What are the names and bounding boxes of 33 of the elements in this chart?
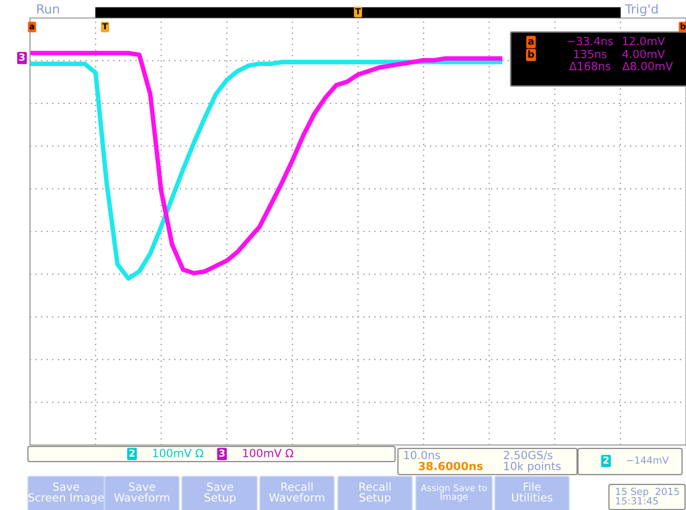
text: 2.50GS/s	[504, 450, 552, 460]
annotation: Δ168ns	[569, 62, 610, 70]
text: 100mV Ω	[153, 448, 204, 458]
text: b	[680, 22, 686, 30]
text: 2	[603, 456, 609, 464]
text: T	[355, 8, 361, 14]
text: 15 Sep 2015 15:31:45	[616, 488, 679, 505]
annotation: 135ns	[574, 50, 606, 58]
text: Run	[37, 4, 59, 14]
text: 3	[19, 53, 25, 61]
text: 2	[129, 449, 135, 457]
text: Assign Save to Image	[420, 484, 487, 502]
annotation: 4.00mV	[622, 50, 665, 58]
text: −144mV	[627, 456, 669, 464]
text: 3	[219, 449, 225, 457]
annotation: b	[528, 50, 534, 58]
text: 10.0ns	[404, 450, 440, 460]
text: Recall Waveform	[269, 482, 324, 502]
text: 100mV Ω	[243, 448, 294, 458]
text: Save Setup	[204, 482, 236, 504]
annotation: Δ8.00mV	[622, 62, 673, 70]
text: Save Screen Image	[28, 482, 104, 504]
text: 38.6000ns	[418, 462, 483, 470]
text: Recall Setup	[360, 482, 391, 504]
text: −33.4ns	[568, 36, 613, 46]
text: File Utilities	[512, 482, 552, 502]
text: Save Waveform	[114, 482, 170, 502]
text: 10k points	[504, 462, 561, 472]
text: T	[102, 23, 108, 30]
text: a	[30, 24, 34, 30]
text: 12.0mV	[623, 36, 665, 46]
text: a	[528, 39, 534, 45]
text: Trig'd	[624, 4, 658, 16]
